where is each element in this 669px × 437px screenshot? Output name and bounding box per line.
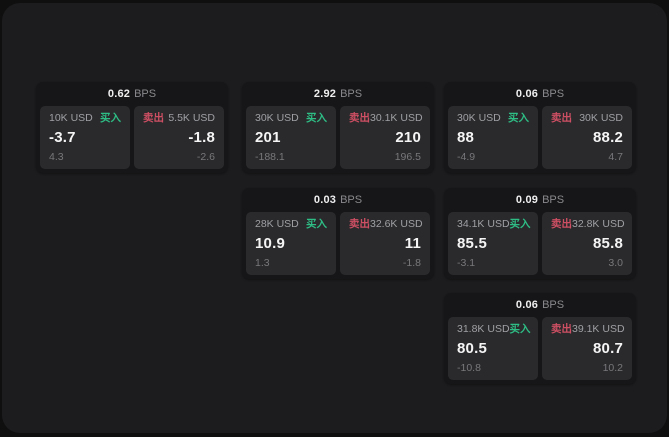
bps-value: 0.09: [515, 194, 539, 206]
card-body: 30K USD 买入 88 -4.9 卖出 30K USD 88.2 4.7: [444, 106, 636, 173]
buy-side-label: 买入: [509, 323, 531, 335]
sell-side-label: 卖出: [143, 112, 164, 124]
sell-price: 210: [395, 129, 421, 146]
sell-amount: 30.1K USD: [370, 112, 423, 124]
buy-sub-value: -3.1: [457, 257, 476, 269]
card-header: 0.09 BPS: [444, 188, 636, 212]
buy-sub-value: -10.8: [457, 362, 481, 374]
sell-amount: 30K USD: [579, 112, 623, 124]
card-header: 0.06 BPS: [444, 293, 636, 317]
buy-panel[interactable]: 30K USD 买入 201 -188.1: [246, 106, 336, 169]
sell-price: 80.7: [593, 340, 623, 357]
quote-card-3: 0.06 BPS 30K USD 买入 88 -4.9 卖出 30K USD 8…: [444, 82, 636, 173]
card-body: 34.1K USD 买入 85.5 -3.1 卖出 32.8K USD 85.8…: [444, 212, 636, 279]
bps-unit-label: BPS: [340, 194, 363, 206]
card-body: 31.8K USD 买入 80.5 -10.8 卖出 39.1K USD 80.…: [444, 317, 636, 384]
bps-value: 2.92: [313, 88, 337, 100]
quote-card-2: 2.92 BPS 30K USD 买入 201 -188.1 卖出 30.1K …: [242, 82, 434, 173]
buy-sub-value: -188.1: [255, 151, 285, 163]
buy-side-label: 买入: [509, 218, 531, 230]
buy-price: -3.7: [49, 129, 76, 146]
quote-card-5: 0.09 BPS 34.1K USD 买入 85.5 -3.1 卖出 32.8K…: [444, 188, 636, 279]
buy-side-label: 买入: [306, 112, 327, 124]
sell-panel[interactable]: 卖出 39.1K USD 80.7 10.2: [542, 317, 632, 380]
sell-amount: 39.1K USD: [572, 323, 625, 335]
bps-value: 0.06: [515, 299, 539, 311]
buy-panel[interactable]: 30K USD 买入 88 -4.9: [448, 106, 538, 169]
card-header: 0.03 BPS: [242, 188, 434, 212]
sell-sub-value: 4.7: [608, 151, 623, 163]
card-header: 0.62 BPS: [36, 82, 228, 106]
sell-side-label: 卖出: [551, 323, 572, 335]
buy-price: 85.5: [457, 235, 487, 252]
sell-panel[interactable]: 卖出 32.8K USD 85.8 3.0: [542, 212, 632, 275]
sell-price: -1.8: [188, 129, 215, 146]
sell-amount: 5.5K USD: [168, 112, 215, 124]
card-body: 28K USD 买入 10.9 1.3 卖出 32.6K USD 11 -1.8: [242, 212, 434, 279]
card-body: 10K USD 买入 -3.7 4.3 卖出 5.5K USD -1.8 -2.…: [36, 106, 228, 173]
buy-price: 80.5: [457, 340, 487, 357]
buy-price: 201: [255, 129, 281, 146]
sell-panel[interactable]: 卖出 5.5K USD -1.8 -2.6: [134, 106, 224, 169]
buy-panel[interactable]: 28K USD 买入 10.9 1.3: [246, 212, 336, 275]
card-header: 0.06 BPS: [444, 82, 636, 106]
sell-sub-value: -1.8: [402, 257, 421, 269]
buy-amount: 34.1K USD: [457, 218, 510, 230]
sell-side-label: 卖出: [551, 112, 572, 124]
buy-price: 88: [457, 129, 475, 146]
bps-unit-label: BPS: [340, 88, 363, 100]
sell-side-label: 卖出: [551, 218, 572, 230]
buy-panel[interactable]: 34.1K USD 买入 85.5 -3.1: [448, 212, 538, 275]
sell-panel[interactable]: 卖出 30.1K USD 210 196.5: [340, 106, 430, 169]
quote-card-1: 0.62 BPS 10K USD 买入 -3.7 4.3 卖出 5.5K USD…: [36, 82, 228, 173]
buy-side-label: 买入: [306, 218, 327, 230]
bps-unit-label: BPS: [134, 88, 157, 100]
bps-value: 0.06: [515, 88, 539, 100]
buy-amount: 31.8K USD: [457, 323, 510, 335]
sell-side-label: 卖出: [349, 112, 370, 124]
buy-sub-value: -4.9: [457, 151, 476, 163]
bps-unit-label: BPS: [542, 299, 565, 311]
buy-side-label: 买入: [100, 112, 121, 124]
quote-card-4: 0.03 BPS 28K USD 买入 10.9 1.3 卖出 32.6K US…: [242, 188, 434, 279]
sell-sub-value: -2.6: [196, 151, 215, 163]
sell-price: 85.8: [593, 235, 623, 252]
sell-price: 88.2: [593, 129, 623, 146]
buy-amount: 10K USD: [49, 112, 93, 124]
sell-sub-value: 10.2: [602, 362, 623, 374]
sell-price: 11: [404, 235, 421, 252]
sell-side-label: 卖出: [349, 218, 370, 230]
sell-panel[interactable]: 卖出 30K USD 88.2 4.7: [542, 106, 632, 169]
buy-amount: 28K USD: [255, 218, 299, 230]
bps-unit-label: BPS: [542, 88, 565, 100]
buy-panel[interactable]: 10K USD 买入 -3.7 4.3: [40, 106, 130, 169]
sell-sub-value: 3.0: [608, 257, 623, 269]
card-header: 2.92 BPS: [242, 82, 434, 106]
bps-value: 0.62: [107, 88, 131, 100]
card-body: 30K USD 买入 201 -188.1 卖出 30.1K USD 210 1…: [242, 106, 434, 173]
buy-amount: 30K USD: [457, 112, 501, 124]
buy-price: 10.9: [255, 235, 285, 252]
sell-amount: 32.6K USD: [370, 218, 423, 230]
buy-amount: 30K USD: [255, 112, 299, 124]
bps-value: 0.03: [313, 194, 337, 206]
buy-panel[interactable]: 31.8K USD 买入 80.5 -10.8: [448, 317, 538, 380]
sell-panel[interactable]: 卖出 32.6K USD 11 -1.8: [340, 212, 430, 275]
quote-card-6: 0.06 BPS 31.8K USD 买入 80.5 -10.8 卖出 39.1…: [444, 293, 636, 384]
sell-sub-value: 196.5: [394, 151, 421, 163]
bps-unit-label: BPS: [542, 194, 565, 206]
buy-sub-value: 4.3: [49, 151, 64, 163]
buy-side-label: 买入: [508, 112, 529, 124]
sell-amount: 32.8K USD: [572, 218, 625, 230]
buy-sub-value: 1.3: [255, 257, 270, 269]
